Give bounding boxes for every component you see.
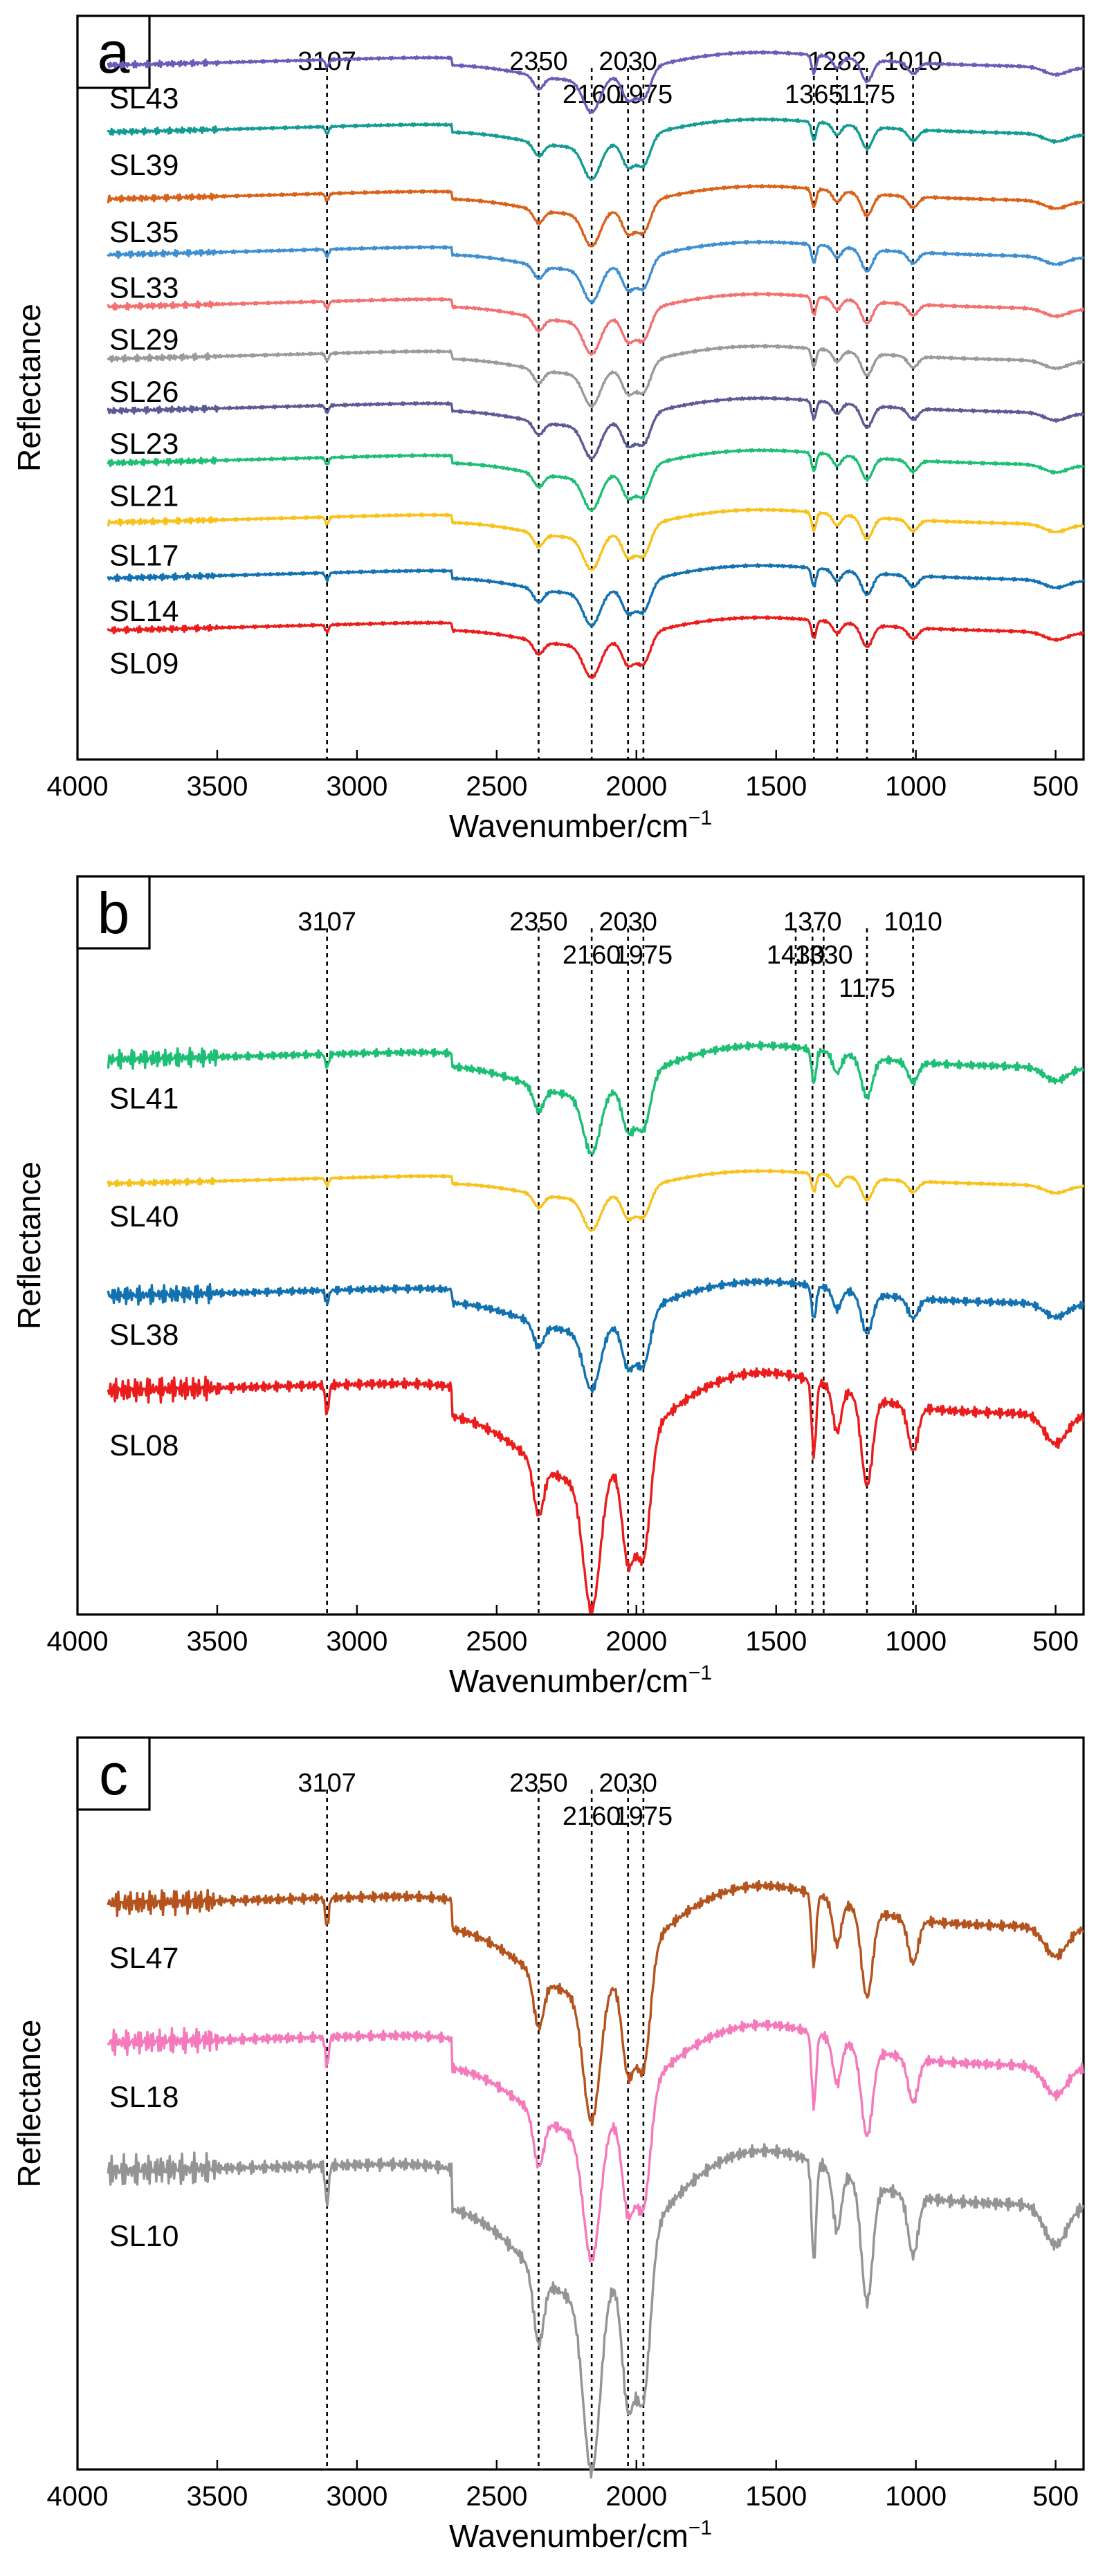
series-label-SL47: SL47 bbox=[109, 1942, 179, 1975]
x-tick-label: 1500 bbox=[745, 771, 807, 802]
panel-letter: c bbox=[99, 1742, 128, 1807]
series-label-SL23: SL23 bbox=[109, 427, 179, 461]
series-label-SL39: SL39 bbox=[109, 149, 179, 182]
series-label-SL33: SL33 bbox=[109, 271, 179, 304]
series-line-SL47 bbox=[107, 1879, 1084, 2126]
series-line-SL29 bbox=[107, 291, 1084, 356]
peak-label-2030: 2030 bbox=[599, 47, 657, 76]
x-tick-label: 500 bbox=[1032, 2481, 1079, 2512]
plot-frame bbox=[76, 875, 1085, 1616]
series-label-SL21: SL21 bbox=[109, 479, 179, 513]
series-line-SL33 bbox=[107, 239, 1084, 304]
x-axis-label: Wavenumber/cm−1 bbox=[449, 807, 712, 844]
x-tick-label: 1500 bbox=[745, 2481, 807, 2512]
plot-frame bbox=[76, 15, 1085, 761]
x-tick-label: 3500 bbox=[186, 2481, 248, 2512]
panel-letter-box bbox=[76, 1736, 151, 1811]
peak-label-1175: 1175 bbox=[839, 80, 895, 109]
series-label-SL35: SL35 bbox=[109, 216, 179, 249]
series-label-SL17: SL17 bbox=[109, 539, 179, 572]
x-tick-label: 4000 bbox=[47, 1626, 109, 1657]
series-line-SL41 bbox=[107, 1040, 1084, 1155]
series-line-SL43 bbox=[107, 50, 1084, 115]
series-line-SL38 bbox=[107, 1277, 1084, 1394]
x-tick-label: 2000 bbox=[605, 2481, 667, 2512]
peak-label-1010: 1010 bbox=[884, 908, 942, 937]
x-tick-label: 3000 bbox=[326, 1626, 387, 1657]
peak-label-2030: 2030 bbox=[599, 908, 657, 937]
x-tick-label: 3000 bbox=[326, 2481, 387, 2512]
peak-label-2350: 2350 bbox=[509, 1769, 568, 1798]
series-line-SL39 bbox=[107, 117, 1084, 181]
peak-label-3107: 3107 bbox=[298, 1769, 356, 1798]
x-tick-label: 500 bbox=[1032, 771, 1079, 802]
peak-label-1330: 1330 bbox=[794, 941, 853, 970]
x-tick-label: 1000 bbox=[885, 771, 947, 802]
series-label-SL43: SL43 bbox=[109, 82, 179, 115]
series-line-SL14 bbox=[107, 563, 1084, 627]
peak-label-2160: 2160 bbox=[563, 80, 621, 109]
x-axis-label: Wavenumber/cm−1 bbox=[449, 2517, 712, 2554]
peak-label-1370: 1370 bbox=[783, 908, 842, 937]
peak-label-2160: 2160 bbox=[563, 941, 621, 970]
series-label-SL08: SL08 bbox=[109, 1429, 179, 1462]
peak-label-1975: 1975 bbox=[614, 1802, 673, 1831]
series-line-SL17 bbox=[107, 507, 1084, 571]
x-tick-label: 3000 bbox=[326, 771, 387, 802]
panel-a: 4000 3500 3000 2500 2000 1500 1000 500 Wavenumbe… bbox=[11, 15, 1085, 844]
y-axis-label: Reflectance bbox=[11, 1161, 47, 1330]
x-tick-label: 2000 bbox=[605, 771, 667, 802]
series-label-SL38: SL38 bbox=[109, 1318, 179, 1352]
peak-label-1175: 1175 bbox=[839, 974, 895, 1003]
plot-frame bbox=[76, 1736, 1085, 2471]
peak-label-1365: 1365 bbox=[785, 80, 843, 109]
x-tick-label: 2500 bbox=[466, 771, 527, 802]
x-tick-label: 1500 bbox=[745, 1626, 807, 1657]
series-line-SL26 bbox=[107, 343, 1084, 409]
x-tick-label: 1000 bbox=[885, 2481, 947, 2512]
series-label-SL18: SL18 bbox=[109, 2081, 179, 2114]
series-label-SL29: SL29 bbox=[109, 324, 179, 357]
peak-label-1430: 1430 bbox=[767, 941, 825, 970]
series-line-SL40 bbox=[107, 1168, 1084, 1233]
peak-label-2350: 2350 bbox=[509, 908, 568, 937]
panel-c: 4000 3500 3000 2500 2000 1500 1000 500 Wavenumbe… bbox=[11, 1736, 1085, 2554]
peak-label-2160: 2160 bbox=[563, 1802, 621, 1831]
panel-b: 4000 3500 3000 2500 2000 1500 1000 500 Wavenumbe… bbox=[11, 875, 1085, 1699]
x-tick-label: 3500 bbox=[186, 1626, 248, 1657]
x-tick-label: 2000 bbox=[605, 1626, 667, 1657]
series-label-SL10: SL10 bbox=[109, 2220, 179, 2253]
peak-label-1975: 1975 bbox=[614, 941, 673, 970]
series-label-SL09: SL09 bbox=[109, 647, 179, 680]
x-tick-label: 3500 bbox=[186, 771, 248, 802]
x-tick-label: 4000 bbox=[47, 2481, 109, 2512]
series-label-SL26: SL26 bbox=[109, 376, 179, 409]
series-label-SL14: SL14 bbox=[109, 595, 179, 628]
x-tick-label: 500 bbox=[1032, 1626, 1079, 1657]
x-tick-label: 4000 bbox=[47, 771, 109, 802]
series-line-SL10 bbox=[107, 2143, 1084, 2479]
series-line-SL08 bbox=[107, 1367, 1084, 1614]
x-tick-label: 2500 bbox=[466, 2481, 527, 2512]
x-axis-label: Wavenumber/cm−1 bbox=[449, 1662, 712, 1699]
series-line-SL18 bbox=[107, 2019, 1084, 2263]
series-line-SL21 bbox=[107, 448, 1084, 512]
x-tick-label: 2500 bbox=[466, 1626, 527, 1657]
panel-letter: b bbox=[98, 881, 130, 946]
series-line-SL35 bbox=[107, 183, 1084, 248]
y-axis-label: Reflectance bbox=[11, 2020, 47, 2188]
y-axis-label: Reflectance bbox=[11, 304, 47, 472]
peak-label-3107: 3107 bbox=[298, 908, 356, 937]
series-line-SL09 bbox=[107, 615, 1084, 679]
series-label-SL41: SL41 bbox=[109, 1082, 179, 1115]
panel-letter-box bbox=[76, 15, 151, 89]
peak-label-2030: 2030 bbox=[599, 1769, 657, 1798]
series-label-SL40: SL40 bbox=[109, 1200, 179, 1233]
panel-letter: a bbox=[98, 20, 130, 85]
series-line-SL23 bbox=[107, 396, 1084, 460]
panel-letter-box bbox=[76, 875, 151, 950]
x-tick-label: 1000 bbox=[885, 1626, 947, 1657]
